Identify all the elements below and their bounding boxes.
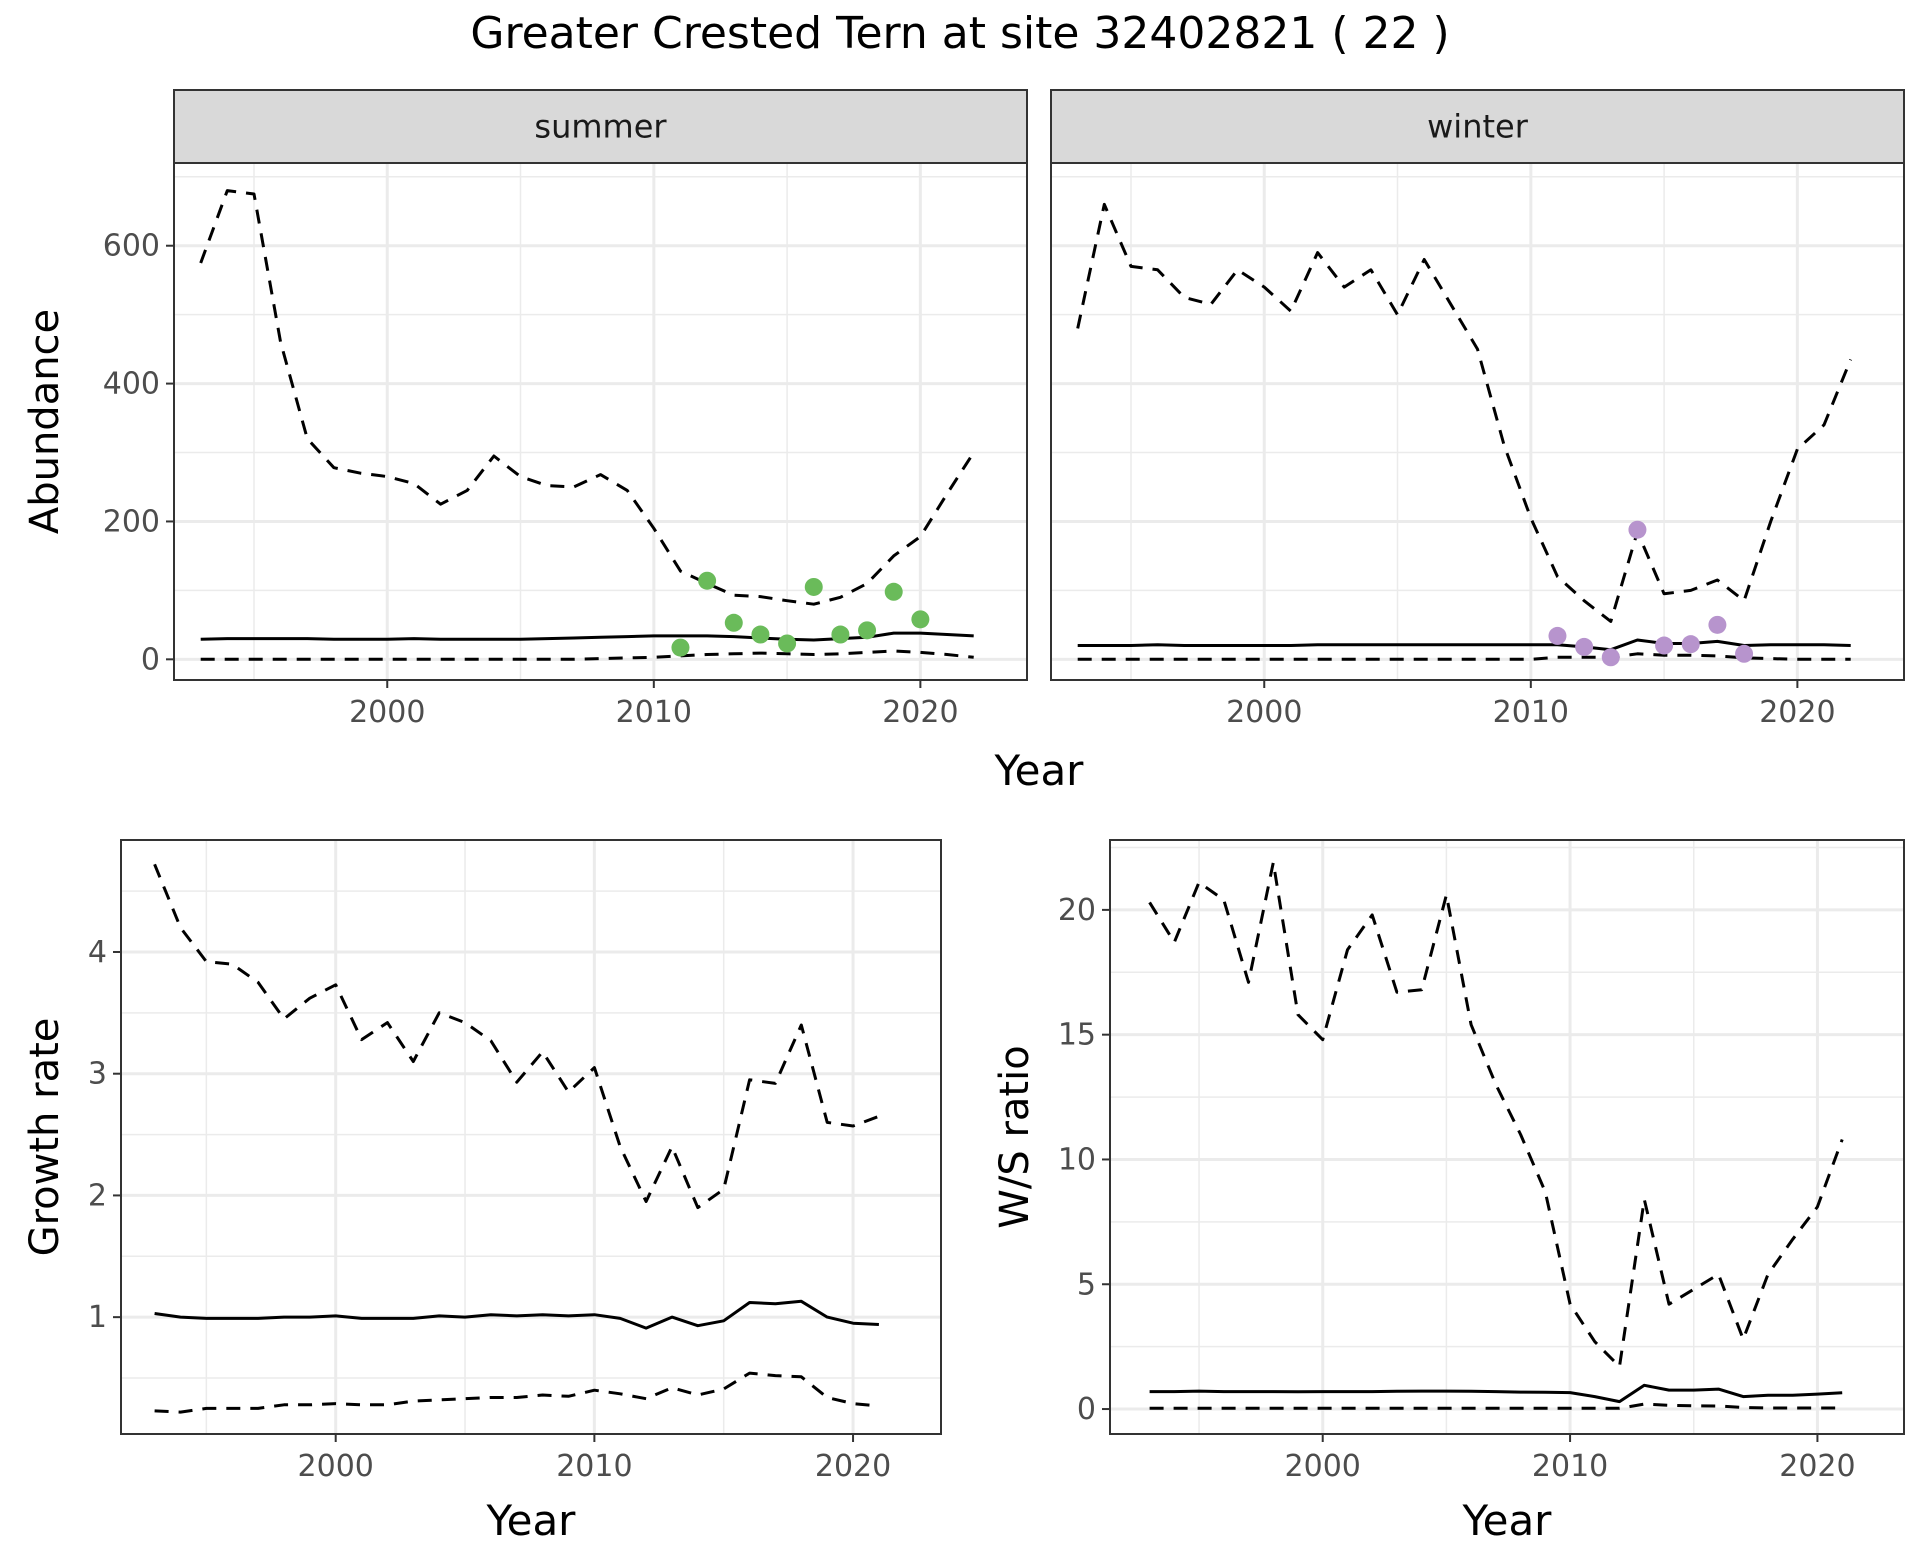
- y-tick-label: 4: [88, 935, 107, 970]
- panel-growth-rate: 2000 2010 2020 1 2 3 4 Growth rate: [22, 839, 942, 1484]
- y-tick-label: 0: [141, 642, 160, 677]
- figure-title: Greater Crested Tern at site 32402821 ( …: [470, 8, 1449, 59]
- observed-point: [1628, 520, 1647, 539]
- y-tick-label: 200: [103, 504, 160, 539]
- observed-point: [698, 571, 717, 590]
- series-upper-line: [1076, 202, 1853, 623]
- y-tick-label: 2: [88, 1178, 107, 1213]
- observed-point: [1681, 635, 1700, 654]
- series-upper-line: [199, 189, 975, 606]
- facet-strip-label: winter: [1427, 108, 1529, 146]
- panel-winter: winter 2000 2010 2020: [1050, 89, 1905, 730]
- panel-w-s-ratio: 2000 2010 2020 0 5 10 15 20 W/S ratio: [992, 839, 1905, 1484]
- x-tick-label: 2010: [1532, 1449, 1608, 1484]
- series-mean-line: [1149, 1383, 1843, 1404]
- y-tick-label: 0: [1077, 1392, 1096, 1427]
- observed-point: [858, 621, 877, 640]
- x-axis-label-growth: Year: [486, 1496, 577, 1545]
- series-lower-line: [200, 649, 974, 661]
- y-tick-label: 10: [1058, 1142, 1096, 1177]
- x-tick-label: 2020: [882, 695, 958, 730]
- observed-point: [778, 634, 797, 653]
- series-lower-line: [1077, 652, 1851, 661]
- panel-border: [1109, 839, 1905, 1435]
- y-tick-label: 400: [103, 367, 160, 402]
- series-lower-line: [1149, 1402, 1843, 1410]
- observed-point: [1601, 648, 1620, 667]
- observed-point: [1655, 636, 1674, 655]
- x-tick-label: 2020: [1779, 1449, 1855, 1484]
- x-tick-label: 2020: [815, 1449, 891, 1484]
- observed-point: [724, 613, 743, 632]
- observed-point: [831, 625, 850, 644]
- y-axis-label: W/S ratio: [992, 1045, 1038, 1228]
- x-tick-label: 2010: [1493, 695, 1569, 730]
- plot-background: [1110, 840, 1904, 1434]
- y-tick-label: 5: [1077, 1267, 1096, 1302]
- y-tick-label: 1: [88, 1300, 107, 1335]
- observed-point: [884, 582, 903, 601]
- facet-strip: [1050, 89, 1905, 164]
- y-tick-label: 600: [103, 229, 160, 264]
- plot-background: [121, 840, 941, 1434]
- panel-border: [120, 839, 942, 1435]
- x-tick-label: 2000: [298, 1449, 374, 1484]
- x-tick-label: 2000: [1226, 695, 1302, 730]
- series-lower-line: [154, 1371, 880, 1414]
- y-tick-label: 15: [1058, 1018, 1096, 1053]
- observed-point: [751, 625, 770, 644]
- series-mean-line: [154, 1299, 879, 1330]
- x-axis-label-ratio: Year: [1462, 1496, 1553, 1545]
- x-tick-label: 2000: [349, 695, 425, 730]
- facet-strip-label: summer: [534, 108, 667, 146]
- observed-point: [1548, 626, 1567, 645]
- y-tick-label: 20: [1058, 893, 1096, 928]
- panel-summer: summer 2000 2010 2020 0 200 400 600 Abundance: [22, 89, 1028, 730]
- observed-point: [1708, 615, 1727, 634]
- series-mean-line: [1077, 638, 1851, 652]
- y-tick-label: 3: [88, 1057, 107, 1092]
- observed-point: [1575, 637, 1594, 656]
- observed-point: [911, 610, 930, 629]
- observed-point: [671, 638, 690, 657]
- plot-background: [174, 163, 1027, 680]
- y-axis-label: Abundance: [22, 309, 68, 534]
- facet-strip: [173, 89, 1028, 164]
- x-tick-label: 2010: [616, 695, 692, 730]
- observed-point: [804, 577, 823, 596]
- x-tick-label: 2010: [556, 1449, 632, 1484]
- x-tick-label: 2000: [1285, 1449, 1361, 1484]
- x-axis-label-top: Year: [994, 746, 1085, 795]
- observed-point: [1735, 644, 1754, 663]
- plot-background: [1051, 163, 1904, 680]
- series-upper-line: [153, 863, 880, 1210]
- x-tick-label: 2020: [1759, 695, 1835, 730]
- y-axis-label: Growth rate: [22, 1018, 68, 1257]
